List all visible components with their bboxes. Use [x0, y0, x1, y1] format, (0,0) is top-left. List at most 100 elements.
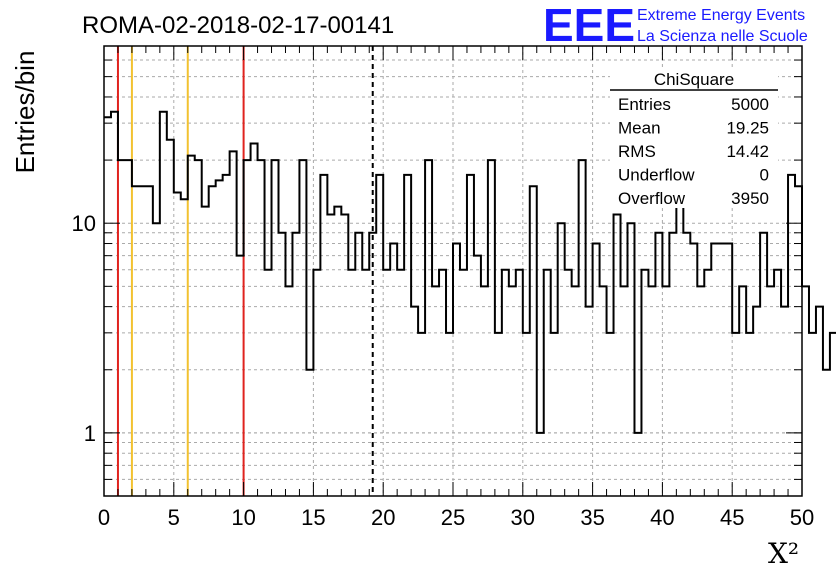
x-tick-label: 30 [511, 505, 535, 530]
histogram-bin [481, 286, 488, 496]
logo-mark: EEE [543, 0, 635, 51]
histogram-bin [265, 270, 272, 496]
histogram-bin [802, 286, 809, 496]
histogram-bin [251, 143, 258, 496]
chart-title: ROMA-02-2018-02-17-00141 [82, 12, 394, 39]
histogram-bin [662, 286, 669, 496]
histogram-outline [104, 110, 836, 434]
histogram-bin [418, 333, 425, 496]
histogram-bin [607, 333, 614, 496]
histogram-bin [621, 286, 628, 496]
histogram-bin [572, 286, 579, 496]
y-tick-label: 1 [84, 421, 96, 446]
histogram-bin [313, 270, 320, 496]
histogram-bin [600, 286, 607, 496]
histogram-bin [327, 215, 334, 496]
histogram-bin [383, 270, 390, 496]
histogram-bin [146, 186, 153, 496]
histogram-bin [676, 170, 683, 496]
histogram-bin [376, 175, 383, 496]
histogram-bin [823, 370, 830, 496]
histogram-bin [509, 286, 516, 496]
stats-row-label: Overflow [618, 189, 686, 208]
histogram-bin [683, 233, 690, 496]
histogram-bin [711, 244, 718, 496]
histogram-bin [809, 333, 816, 496]
histogram-bin [551, 333, 558, 496]
histogram-bin [299, 160, 306, 496]
histogram-bin [725, 244, 732, 496]
histogram-bin [390, 244, 397, 496]
histogram-bin [425, 160, 432, 496]
stats-row-label: RMS [618, 142, 656, 161]
histogram-bin [586, 307, 593, 496]
histogram-bin [760, 233, 767, 496]
stats-row-value: 19.25 [726, 119, 769, 138]
histogram-bin [223, 175, 230, 496]
histogram-bin [830, 333, 836, 496]
eee-logo: EEE Extreme Energy Events La Scienza nel… [543, 0, 808, 51]
histogram-bin [530, 186, 537, 496]
histogram-bin [341, 215, 348, 496]
x-tick-label: 45 [720, 505, 744, 530]
histogram-bin [202, 207, 209, 496]
histogram-bin [404, 175, 411, 496]
histogram-bin [132, 186, 139, 496]
histogram-bin [565, 270, 572, 496]
histogram-bin [474, 256, 481, 496]
histogram-bin [188, 156, 195, 496]
histogram-bin [216, 180, 223, 496]
histogram-bin [648, 286, 655, 496]
histogram-bin [516, 270, 523, 496]
histogram-bin [181, 199, 188, 496]
histogram-bin [292, 233, 299, 496]
x-tick-label: 50 [790, 505, 814, 530]
histogram-bin [460, 270, 467, 496]
y-tick-label: 10 [72, 211, 96, 236]
histogram-bin [139, 186, 146, 496]
histogram-bin [348, 270, 355, 496]
axes: 0 5 10 15 20 25 30 35 40 45 50 1 10 [72, 45, 814, 530]
histogram-bin [306, 370, 313, 496]
stats-row-label: Entries [618, 95, 671, 114]
histogram-bin [467, 175, 474, 496]
histogram-bin [320, 175, 327, 496]
histogram-bin [502, 270, 509, 496]
x-tick-label: 25 [441, 505, 465, 530]
histogram-bin [774, 270, 781, 496]
histogram-bin [593, 244, 600, 496]
histogram-bin [655, 233, 662, 496]
x-axis-label: X² [768, 537, 799, 570]
histogram-bin [739, 286, 746, 496]
histogram-bin [411, 307, 418, 496]
histogram-bin [244, 160, 251, 496]
histogram-bin [453, 244, 460, 496]
histogram-bin [537, 433, 544, 496]
histogram-bin [174, 193, 181, 496]
stats-row-label: Underflow [618, 166, 695, 185]
histogram-bin [397, 270, 404, 496]
stats-box-background [610, 68, 778, 208]
histogram-bin [614, 215, 621, 496]
histogram-bin [230, 151, 237, 496]
stats-row-value: 0 [760, 166, 769, 185]
y-axis-label: Entries/bin [10, 51, 40, 174]
histogram-bin [488, 160, 495, 496]
histogram-bin [669, 233, 676, 496]
x-tick-label: 20 [371, 505, 395, 530]
logo-line-1: Extreme Energy Events [637, 7, 805, 24]
histogram-bin [125, 160, 132, 496]
histogram-bin [697, 286, 704, 496]
histogram-bin [258, 160, 265, 496]
histogram-bin [160, 112, 167, 496]
x-tick-label: 0 [98, 505, 110, 530]
histogram-bin [237, 256, 244, 496]
histogram-bin [558, 223, 565, 496]
histogram-bin [369, 233, 376, 496]
histogram-bin [718, 244, 725, 496]
histogram-bin [334, 207, 341, 496]
histogram-bin [634, 433, 641, 496]
histogram-bin [781, 307, 788, 496]
histogram-bin [732, 333, 739, 496]
